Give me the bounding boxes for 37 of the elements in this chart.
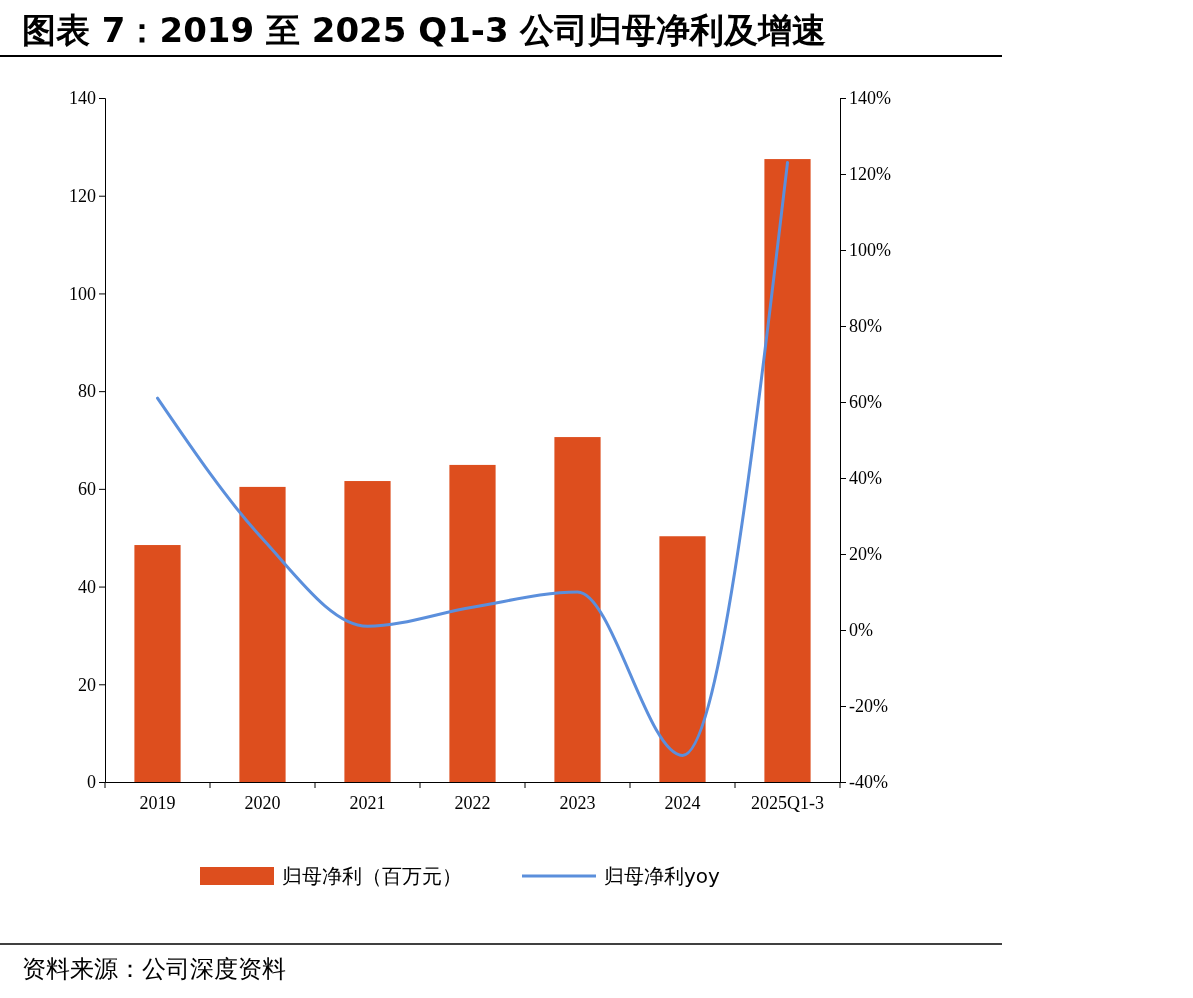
bar bbox=[344, 481, 391, 782]
y2-tick-label: 80% bbox=[849, 316, 882, 337]
bar bbox=[659, 536, 706, 782]
y2-tick-label: 40% bbox=[849, 468, 882, 489]
chart-title: 图表 7：2019 至 2025 Q1-3 公司归母净利及增速 bbox=[22, 10, 827, 50]
y2-tick-label: 20% bbox=[849, 544, 882, 565]
y2-tick-label: -20% bbox=[849, 696, 888, 717]
x-tick-label: 2023 bbox=[559, 792, 596, 813]
y-tick-label: 140 bbox=[69, 88, 96, 109]
x-tick-label: 2022 bbox=[454, 792, 491, 813]
x-tick-label: 2024 bbox=[664, 792, 701, 813]
bar bbox=[239, 486, 286, 782]
y-tick-label: 100 bbox=[69, 283, 96, 304]
legend-label: 归母净利yoy bbox=[604, 864, 721, 888]
y2-tick-label: 60% bbox=[849, 392, 882, 413]
y2-tick-label: 100% bbox=[849, 240, 891, 261]
bar bbox=[134, 545, 181, 782]
text: 资料来源：公司深度资料 bbox=[22, 955, 286, 983]
y2-tick-label: 0% bbox=[849, 620, 873, 641]
y2-tick-label: 120% bbox=[849, 164, 891, 185]
y-tick-label: 0 bbox=[87, 772, 96, 793]
bar bbox=[449, 464, 496, 782]
y2-tick-label: 140% bbox=[849, 88, 891, 109]
x-tick-label: 2020 bbox=[244, 792, 281, 813]
legend-label: 归母净利（百万元） bbox=[282, 864, 462, 888]
x-tick-label: 2021 bbox=[349, 792, 386, 813]
y-tick-label: 40 bbox=[78, 576, 96, 597]
line-series bbox=[156, 161, 789, 757]
x-tick-label: 2019 bbox=[139, 792, 176, 813]
y2-tick-label: -40% bbox=[849, 772, 888, 793]
bar bbox=[554, 437, 601, 782]
y-tick-label: 60 bbox=[78, 479, 96, 500]
y-tick-label: 80 bbox=[78, 381, 96, 402]
y-tick-label: 120 bbox=[69, 185, 96, 206]
y-tick-label: 20 bbox=[78, 674, 96, 695]
bar bbox=[764, 159, 811, 782]
x-tick-label: 2025Q1-3 bbox=[751, 792, 824, 813]
